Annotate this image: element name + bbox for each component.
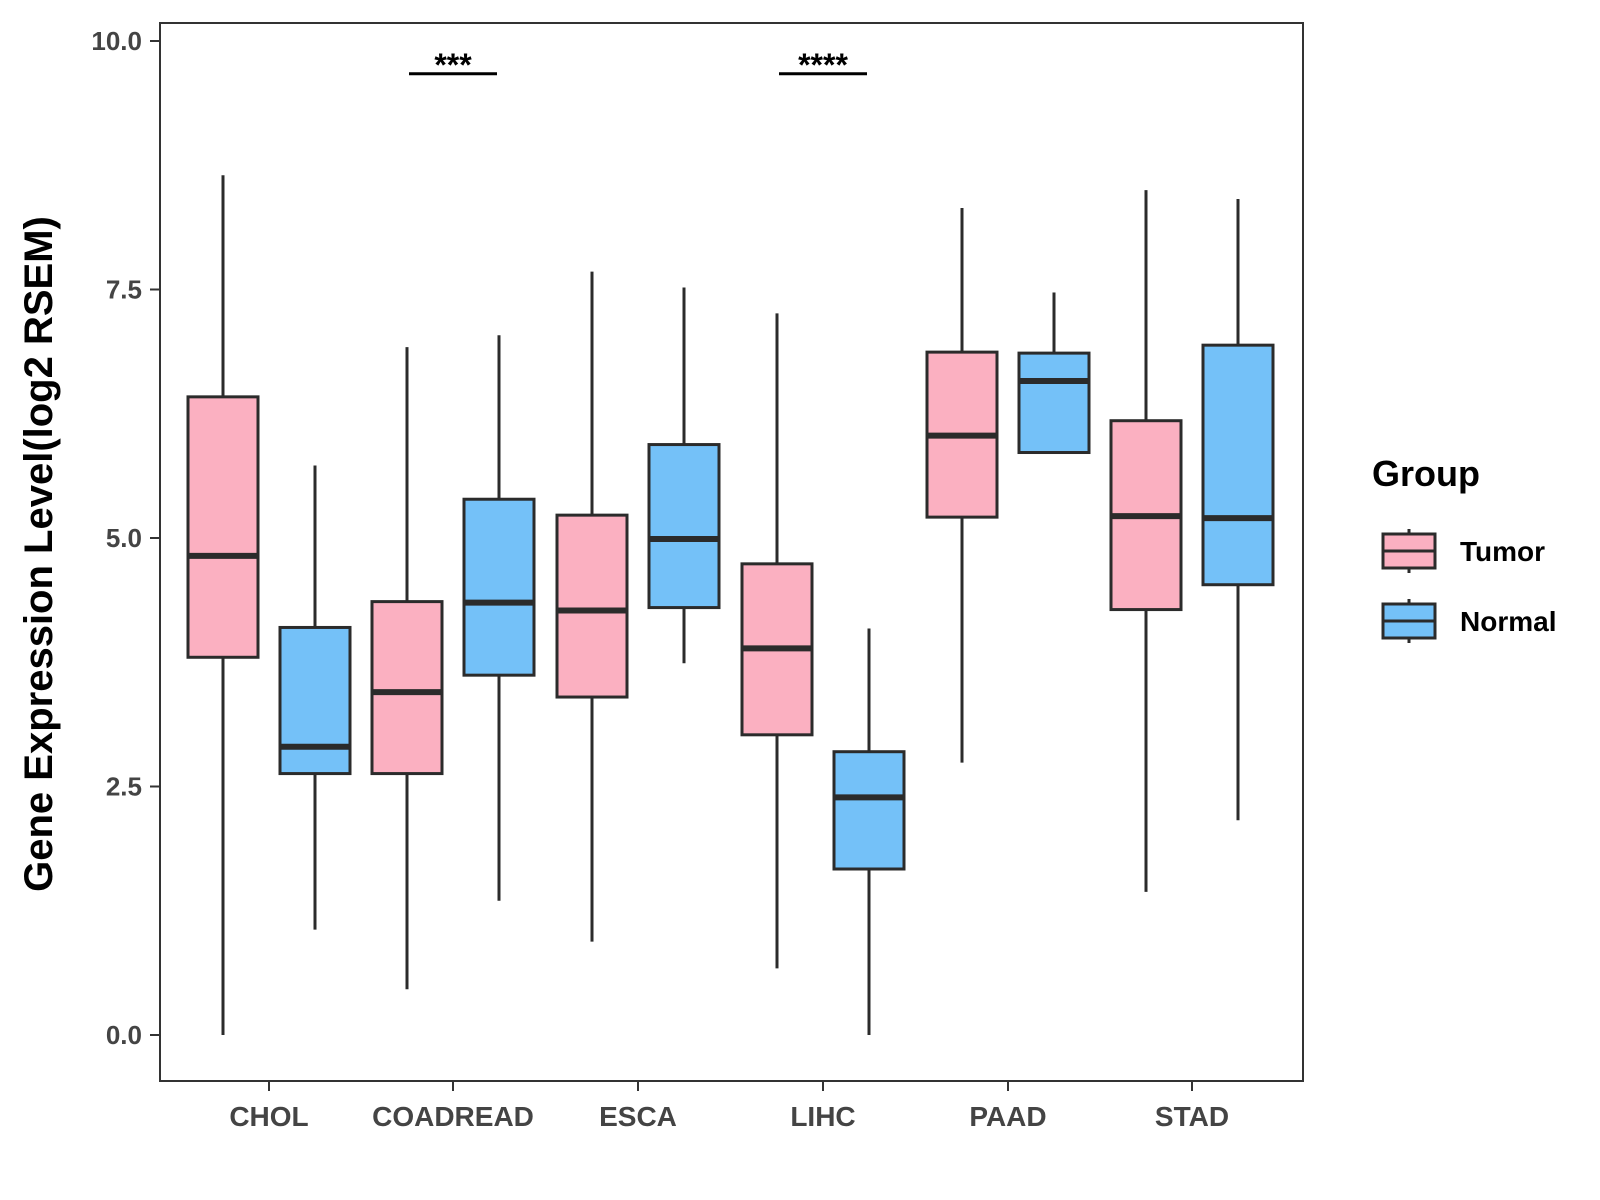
legend-key-normal <box>1381 599 1437 643</box>
y-tick-label: 10.0 <box>91 26 142 56</box>
box-normal-paad <box>1017 292 1091 455</box>
box-iqr <box>832 750 906 871</box>
box-iqr <box>370 600 444 776</box>
y-tick-label: 5.0 <box>106 523 142 553</box>
box-iqr <box>278 625 352 776</box>
box-iqr <box>1201 343 1275 587</box>
legend-label: Normal <box>1460 606 1556 637</box>
legend-key-tumor <box>1381 529 1437 573</box>
box-tumor-stad <box>1109 190 1183 892</box>
box-tumor-lihc <box>740 313 814 969</box>
box-normal-esca <box>647 287 721 664</box>
box-iqr <box>647 443 721 610</box>
legend-label: Tumor <box>1460 536 1545 567</box>
y-tick-label: 7.5 <box>106 275 142 305</box>
box-normal-stad <box>1201 199 1275 821</box>
x-tick-label: LIHC <box>790 1101 855 1132</box>
legend: Group Tumor Normal <box>1372 453 1556 643</box>
plot-panel-border <box>159 22 1304 1082</box>
box-iqr <box>462 497 536 677</box>
y-tick-label: 0.0 <box>106 1020 142 1050</box>
box-normal-chol <box>278 465 352 930</box>
box-iqr <box>186 395 260 659</box>
x-tick-label: ESCA <box>599 1101 677 1132</box>
legend-title: Group <box>1372 453 1480 494</box>
box-iqr <box>555 513 629 699</box>
x-tick-label: CHOL <box>229 1101 308 1132</box>
box-tumor-chol <box>186 175 260 1035</box>
box-tumor-paad <box>925 207 999 763</box>
box-tumor-coadread <box>370 347 444 990</box>
box-iqr <box>1017 351 1091 455</box>
x-tick-label: COADREAD <box>372 1101 534 1132</box>
x-tick-label: PAAD <box>969 1101 1046 1132</box>
box-normal-coadread <box>462 335 536 901</box>
box-normal-lihc <box>832 628 906 1035</box>
y-tick-label: 2.5 <box>106 772 142 802</box>
box-tumor-esca <box>555 271 629 942</box>
y-axis-title: Gene Expression Level(log2 RSEM) <box>17 216 61 892</box>
plot-area: 0.0 2.5 5.0 7.5 10.0 CHOL COADREAD ESCA LIHC PAAD… <box>91 22 1304 1132</box>
x-tick-label: STAD <box>1155 1101 1229 1132</box>
significance-label: *** <box>434 47 472 83</box>
significance-label: **** <box>798 47 848 83</box>
